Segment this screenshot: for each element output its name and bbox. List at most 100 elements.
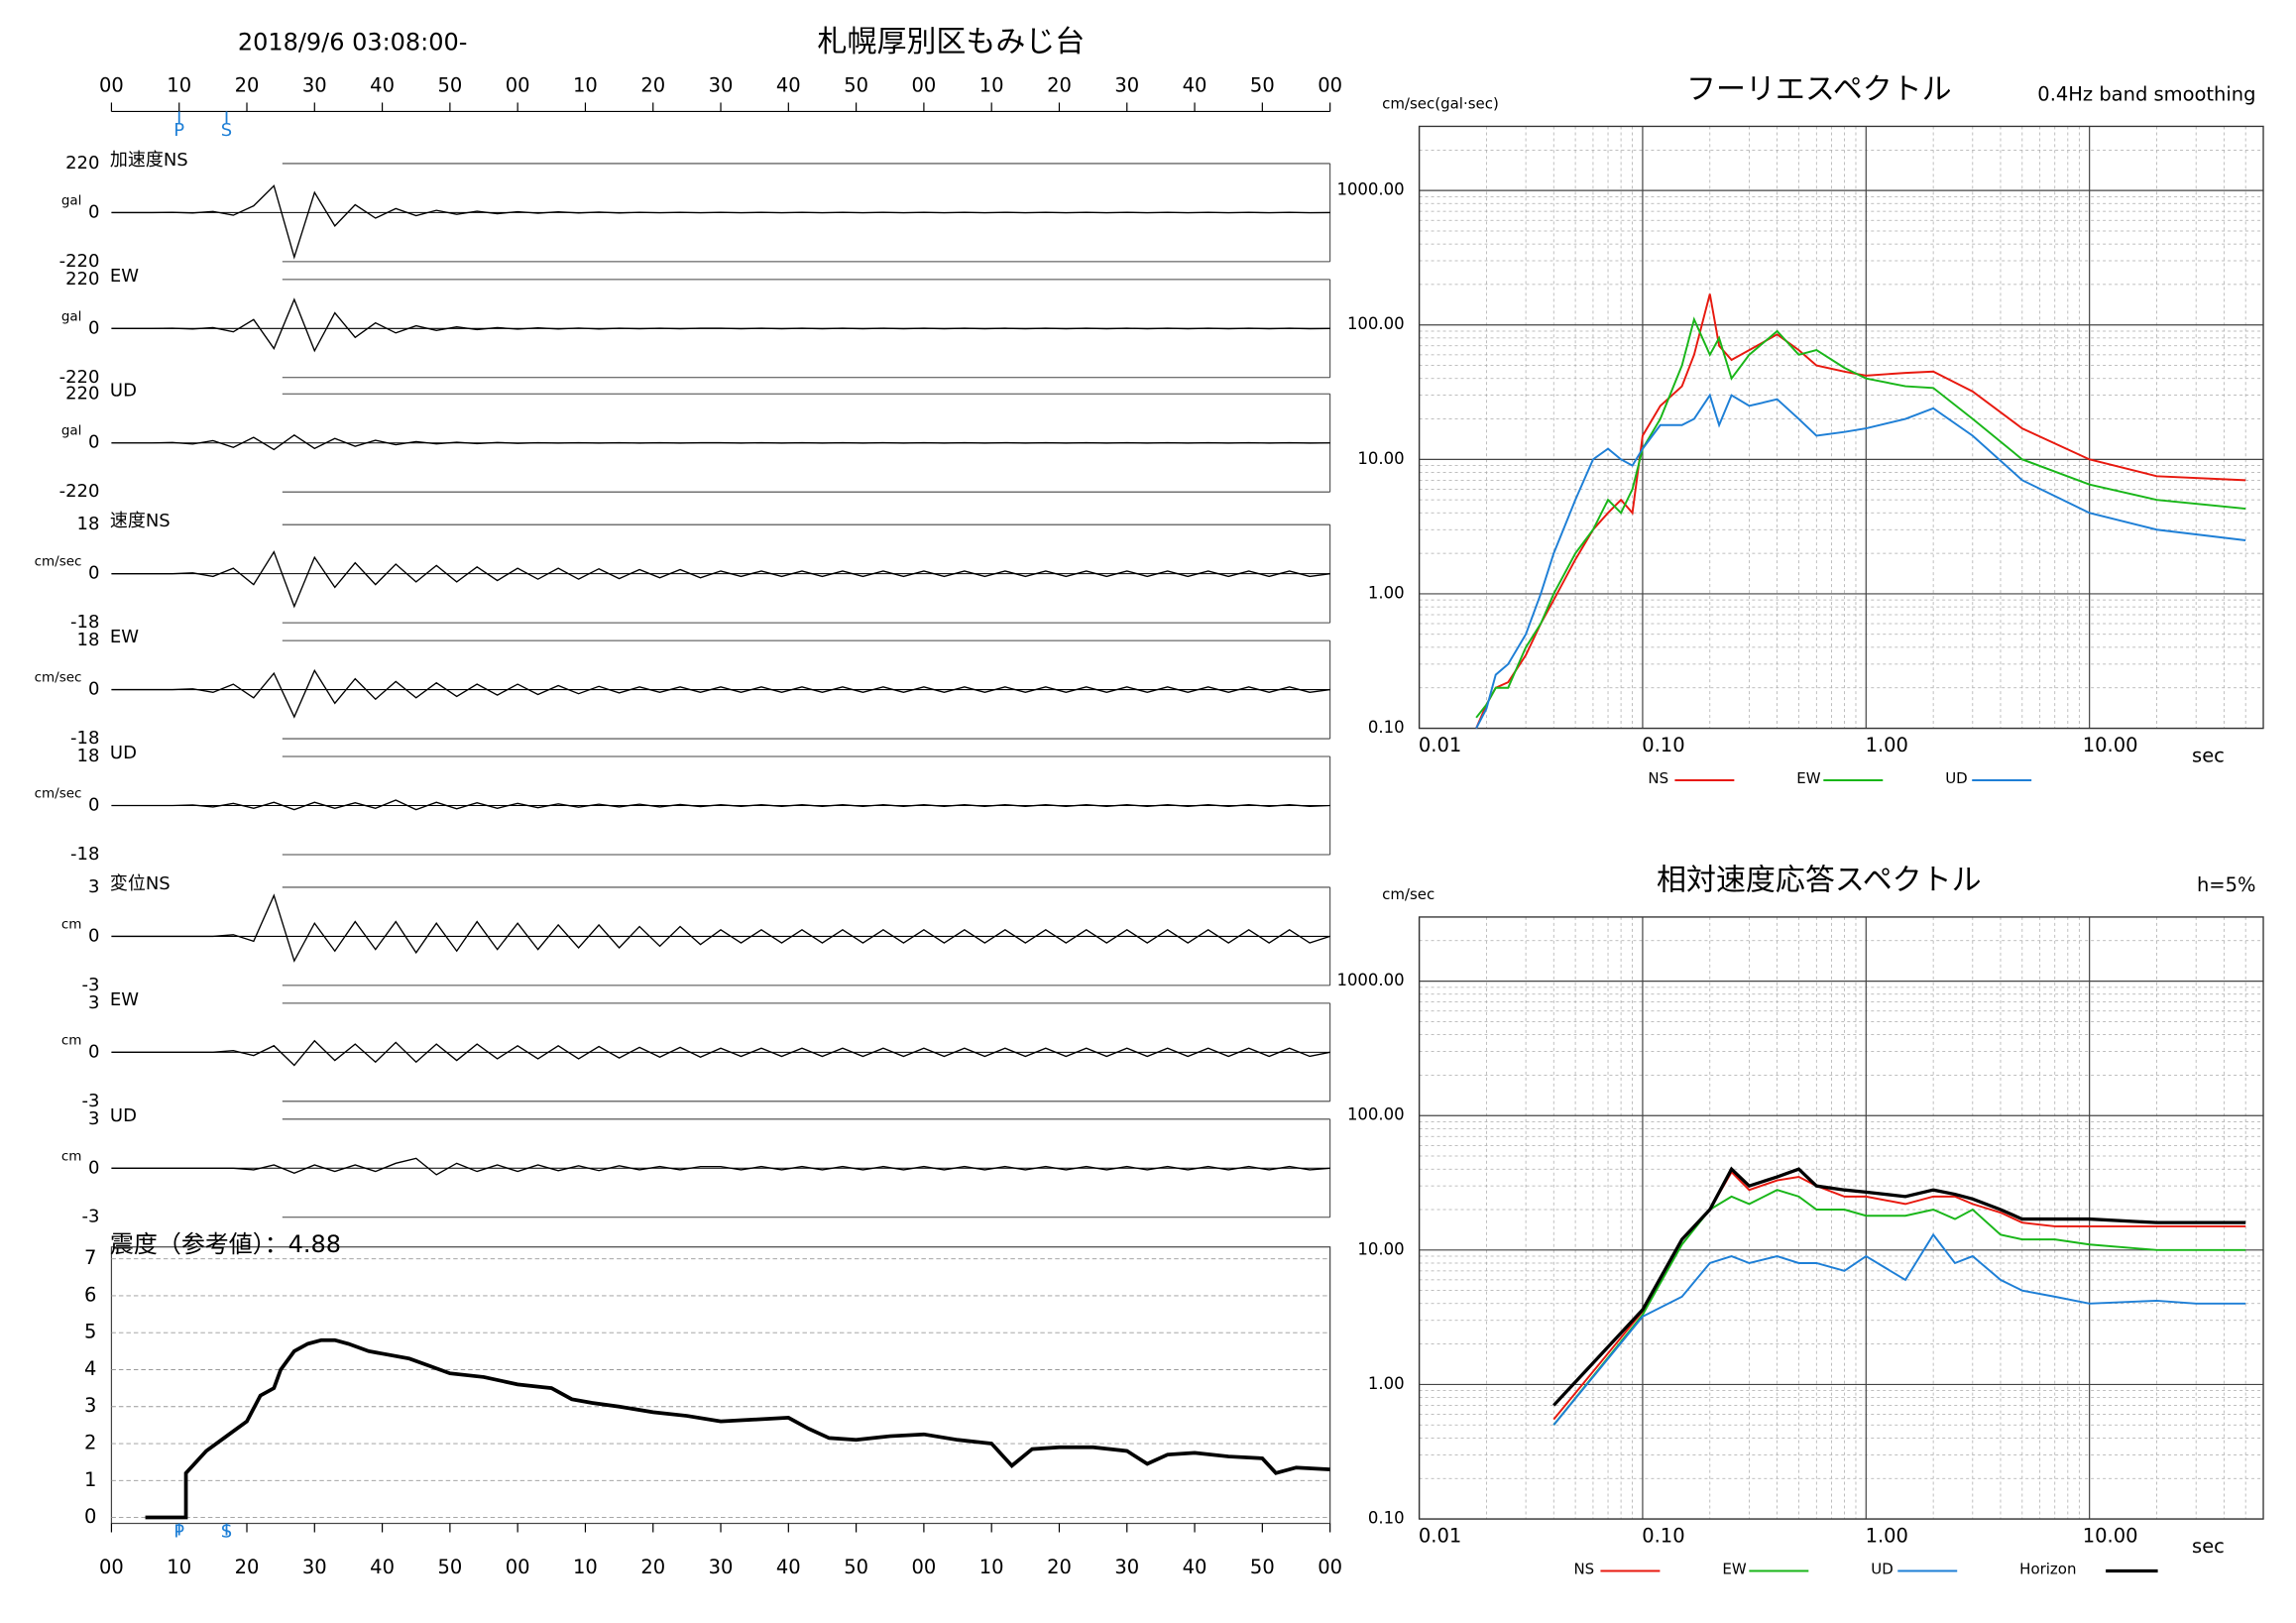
y-tick-label: 0: [88, 563, 99, 584]
y-tick-label: -18: [70, 612, 99, 633]
y-tick-label: 0: [88, 201, 99, 222]
spectrum-line: [1475, 316, 2246, 719]
x-tick-label: 20: [235, 73, 260, 96]
waveform: [111, 184, 1330, 260]
x-tick-label: 0.10: [1642, 1525, 1684, 1548]
y-tick-label: 6: [84, 1283, 96, 1306]
y-tick-label: 7: [84, 1246, 96, 1269]
x-tick-label: 30: [302, 73, 327, 96]
y-tick-label: 1.00: [1368, 583, 1405, 602]
panel-unit: gal: [61, 423, 82, 439]
y-tick-label: 10.00: [1357, 1239, 1404, 1258]
x-tick-label: 30: [709, 1556, 734, 1578]
y-tick-label: -220: [59, 481, 100, 502]
y-tick-label: 1000.00: [1336, 180, 1404, 199]
y-tick-label: 0: [88, 317, 99, 338]
panel-label: 変位NS: [110, 873, 171, 894]
plot-frame: [1418, 916, 2264, 1520]
panel-label: UD: [110, 380, 137, 401]
phase-marker-label: P: [173, 120, 184, 141]
x-tick-label: 10: [167, 1556, 191, 1578]
x-tick-label: 00: [506, 1556, 530, 1578]
y-tick-label: 3: [88, 992, 99, 1013]
y-tick-label: 0: [84, 1505, 96, 1528]
x-tick-label: 30: [709, 73, 734, 96]
y-tick-label: 10.00: [1357, 449, 1404, 468]
y-tick-label: 5: [84, 1321, 96, 1343]
y-tick-label: -3: [82, 1091, 100, 1111]
panel-label: EW: [110, 627, 139, 647]
x-tick-label: 40: [370, 73, 395, 96]
phase-marker-label: S: [221, 120, 232, 141]
x-tick-label: 10: [979, 1556, 1004, 1578]
x-tick-label: 0.01: [1419, 734, 1461, 756]
panel-unit: gal: [61, 308, 82, 324]
x-tick-label: 40: [776, 73, 801, 96]
x-tick-label: 40: [776, 1556, 801, 1578]
x-tick-label: 00: [506, 73, 530, 96]
x-tick-label: 20: [235, 1556, 260, 1578]
panel-label: 速度NS: [110, 511, 171, 531]
y-tick-label: 3: [88, 1108, 99, 1129]
phase-marker-label: P: [173, 1522, 184, 1543]
x-tick-label: 00: [1318, 73, 1342, 96]
panel-unit: cm: [61, 1032, 82, 1048]
waveform: [111, 297, 1330, 353]
spectrum-line: [1552, 1170, 2246, 1421]
x-tick-label: 40: [370, 1556, 395, 1578]
waveform: [111, 893, 1330, 963]
y-tick-label: -220: [59, 367, 100, 388]
y-tick-label: 3: [88, 876, 99, 897]
panel-label: EW: [110, 989, 139, 1010]
intensity-line: [145, 1337, 1330, 1520]
chart-subtitle: 2018/9/6 03:08:00-: [238, 29, 468, 57]
plot-frame: [1418, 125, 2264, 730]
x-tick-label: 10.00: [2083, 1525, 2138, 1548]
x-tick-label: 40: [1183, 1556, 1207, 1578]
spectrum-line: [1475, 393, 2246, 730]
plot-frame: [110, 1246, 1331, 1525]
y-tick-label: 100.00: [1347, 314, 1405, 333]
y-axis-label: cm/sec: [1382, 885, 1435, 903]
chart-title: 相対速度応答スペクトル: [1657, 863, 1982, 897]
y-tick-label: 0: [88, 925, 99, 946]
x-tick-label: 50: [1250, 1556, 1275, 1578]
x-tick-label: 30: [302, 1556, 327, 1578]
x-tick-label: 00: [912, 73, 937, 96]
waveform: [111, 550, 1330, 609]
chart-title: 震度（参考値）：4.88: [110, 1230, 341, 1258]
chart-title: 札幌厚別区もみじ台: [818, 25, 1086, 59]
y-tick-label: -220: [59, 251, 100, 272]
y-tick-label: 1.00: [1368, 1374, 1405, 1393]
x-tick-label: 10: [979, 73, 1004, 96]
panel-unit: cm/sec: [35, 786, 82, 802]
x-tick-label: 50: [437, 1556, 462, 1578]
legend-label: UD: [1945, 769, 1968, 787]
y-tick-label: -3: [82, 1207, 100, 1227]
y-tick-label: 2: [84, 1432, 96, 1454]
y-tick-label: 0.10: [1368, 718, 1405, 737]
y-tick-label: 18: [77, 630, 100, 650]
panel-unit: gal: [61, 192, 82, 208]
x-tick-label: 10: [167, 73, 191, 96]
y-tick-label: 220: [65, 269, 99, 290]
y-tick-label: 100.00: [1347, 1105, 1405, 1124]
y-tick-label: 0: [88, 1157, 99, 1178]
y-tick-label: 1: [84, 1468, 96, 1491]
x-tick-label: 0.10: [1642, 734, 1684, 756]
x-tick-label: 00: [99, 73, 124, 96]
waveform: [111, 434, 1330, 451]
x-tick-label: 10.00: [2083, 734, 2138, 756]
x-axis-label: sec: [2192, 745, 2225, 767]
chart-subtitle: h=5%: [2197, 873, 2256, 896]
x-tick-label: 20: [1047, 1556, 1072, 1578]
y-tick-label: 220: [65, 153, 99, 174]
x-tick-label: 50: [437, 73, 462, 96]
x-tick-label: 20: [1047, 73, 1072, 96]
y-tick-label: 18: [77, 746, 100, 766]
x-tick-label: 10: [573, 73, 598, 96]
x-tick-label: 00: [912, 1556, 937, 1578]
x-tick-label: 50: [1250, 73, 1275, 96]
waveform: [111, 1157, 1330, 1176]
